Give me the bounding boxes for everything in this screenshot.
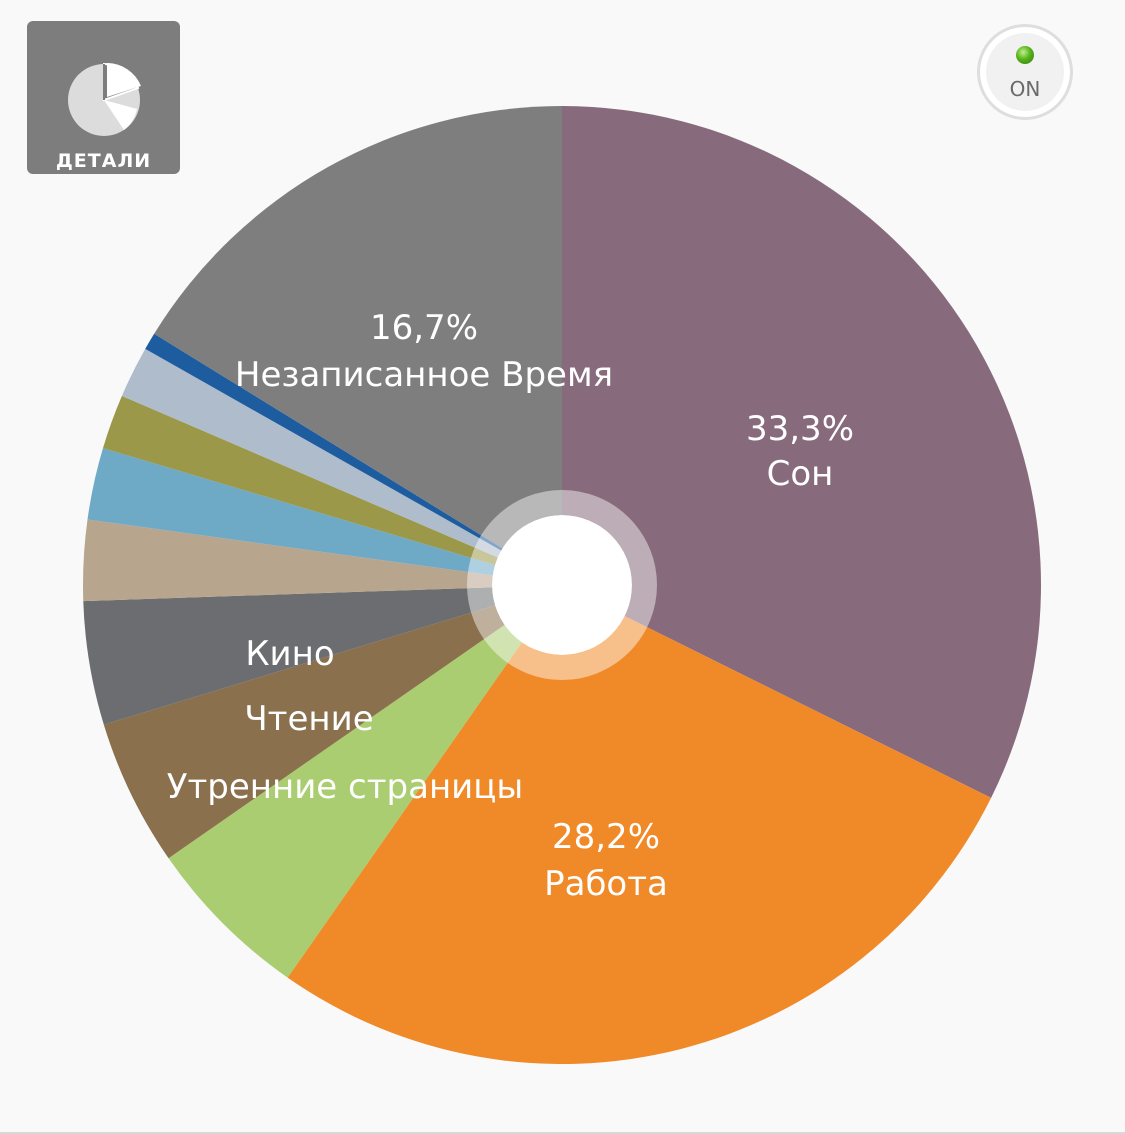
pie-slice[interactable] [82,519,562,602]
pie-slice[interactable] [102,395,562,585]
pie-slice[interactable] [87,448,562,585]
pie-slice[interactable] [121,348,562,585]
pie-slice[interactable] [562,106,1041,798]
slice-label: Кино [245,634,334,674]
donut-ring [467,490,657,680]
pie-slice[interactable] [83,585,563,725]
donut-hole [492,515,632,655]
slice-label: Чтение [244,699,373,739]
toggle-label: ON [1009,77,1041,101]
pie-slice[interactable] [103,585,563,859]
slice-label: Работа [544,864,668,904]
pie-slice[interactable] [154,106,563,585]
slice-label: Сон [767,454,834,494]
slice-label: 16,7% [370,308,478,348]
pie-slice[interactable] [168,585,562,978]
pie-slice[interactable] [145,333,563,585]
divider [0,1132,1125,1134]
slice-label: 28,2% [552,817,660,857]
pie-chart-icon [68,62,141,136]
slice-label: Незаписанное Время [235,355,613,395]
on-toggle-button[interactable]: ON [977,24,1073,120]
slice-label: 33,3% [746,409,854,449]
details-button-label: ДЕТАЛИ [55,150,152,172]
details-button[interactable]: ДЕТАЛИ [27,21,180,174]
slice-label: Утренние страницы [167,767,524,807]
status-led-icon [1016,46,1034,64]
pie-slice[interactable] [287,585,992,1064]
